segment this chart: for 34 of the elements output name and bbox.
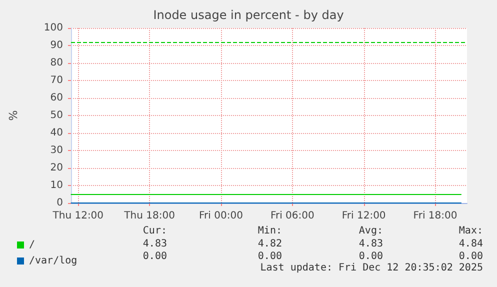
chart-title: Inode usage in percent - by day — [153, 8, 344, 22]
text: Max: — [458, 226, 483, 236]
y-tick-label: 50 — [50, 110, 63, 121]
text: 4.83 — [358, 238, 383, 250]
x-tick-label: Thu 12:00 — [52, 210, 104, 222]
text: 0.00 — [142, 251, 167, 262]
text: 4.82 — [258, 238, 282, 250]
y-tick-label: 70 — [50, 75, 63, 86]
x-tick-label: Fri 12:00 — [342, 210, 386, 222]
y-tick-label: 20 — [50, 162, 63, 174]
y-tick-label: 10 — [50, 180, 63, 191]
y-tick-label: 0 — [56, 198, 63, 208]
text: Last update: Fri Dec 12 20:35:02 2025 — [260, 262, 483, 274]
y-tick-label: 30 — [50, 145, 63, 156]
y-tick-label: 90 — [50, 40, 63, 51]
x-tick-label: Fri 06:00 — [270, 210, 314, 222]
text: Avg: — [358, 226, 383, 236]
y-tick-label: 40 — [50, 128, 63, 138]
legend-label: /var/log — [29, 256, 78, 266]
text: 0.00 — [458, 251, 483, 262]
text: 0.00 — [258, 251, 282, 262]
x-tick-label: Fri 18:00 — [413, 210, 458, 222]
y-tick-label: 80 — [50, 58, 63, 68]
y-axis-title: % — [7, 110, 20, 121]
legend-label: / — [29, 240, 36, 250]
text: 4.83 — [142, 238, 167, 250]
text: Cur: — [142, 226, 167, 236]
text: 0.00 — [358, 251, 383, 262]
text: Min: — [258, 226, 282, 236]
x-tick-label: Fri 00:00 — [199, 210, 243, 222]
x-tick-label: Thu 18:00 — [123, 210, 175, 222]
y-tick-label: 100 — [44, 22, 63, 34]
text: 4.84 — [458, 238, 483, 250]
y-tick-label: 60 — [50, 92, 63, 104]
